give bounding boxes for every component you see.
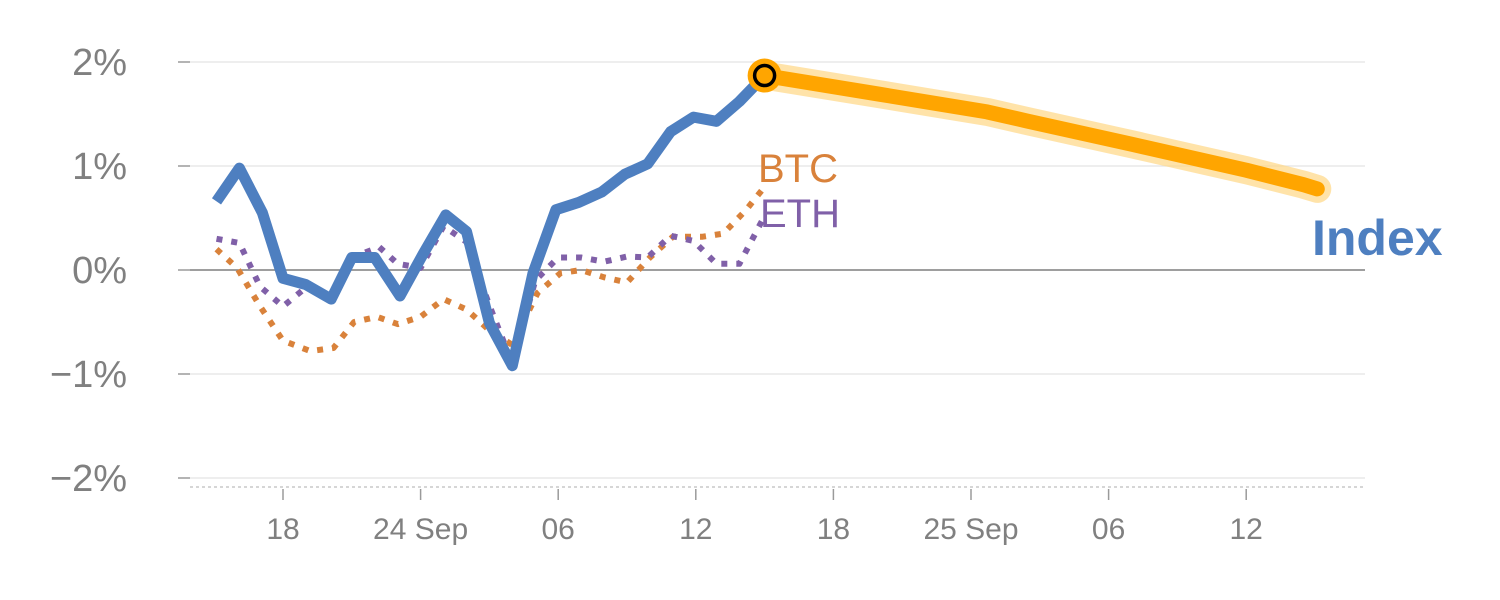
x-tick-label: 12 [1230, 513, 1263, 546]
x-tick-label: 24 Sep [373, 513, 468, 546]
y-tick-label: −2% [50, 458, 127, 500]
y-tick-label: 0% [72, 250, 127, 292]
x-tick-label: 25 Sep [923, 513, 1018, 546]
grid-lines [190, 61, 1365, 488]
y-axis: 2% 1% 0% −1% −2% [50, 42, 190, 500]
eth-series-line [215, 214, 768, 367]
x-tick-label: 12 [679, 513, 712, 546]
marker-group [747, 58, 782, 93]
y-tick-label: 2% [72, 42, 127, 84]
x-tick-label: 18 [817, 513, 850, 546]
eth-series-label: ETH [760, 192, 840, 236]
y-tick-label: 1% [72, 146, 127, 188]
x-tick-label: 06 [542, 513, 575, 546]
x-tick-label: 06 [1092, 513, 1125, 546]
index-series-label: Index [1312, 210, 1443, 266]
forecast-line [757, 68, 1325, 197]
forecast-start-marker [752, 63, 777, 88]
index-series-line [211, 71, 769, 372]
y-tick-label: −1% [50, 354, 127, 396]
x-tick-label: 18 [266, 513, 299, 546]
series-group [211, 61, 1332, 372]
x-axis: 18 24 Sep 06 12 18 25 Sep 06 12 [266, 489, 1263, 546]
btc-series-label: BTC [758, 147, 838, 191]
